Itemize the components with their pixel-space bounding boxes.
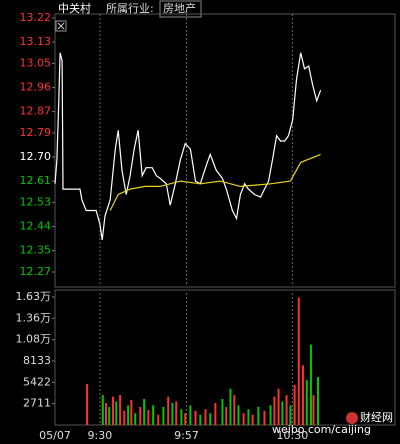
volume-bar — [139, 406, 142, 425]
y-tick-label: 13.05 — [20, 56, 52, 69]
x-tick-label: 9:30 — [88, 429, 113, 442]
volume-frame — [54, 289, 396, 426]
volume-bar — [127, 405, 130, 425]
volume-bar — [263, 410, 266, 425]
volume-bar — [305, 380, 308, 425]
watermark-brand: 财经网 — [360, 410, 393, 424]
y-tick-label: 12.96 — [20, 81, 52, 94]
volume-bar — [221, 399, 224, 425]
volume-bar — [184, 413, 187, 425]
volume-bar — [312, 395, 315, 425]
volume-bar — [115, 401, 118, 425]
volume-bar — [247, 409, 250, 425]
x-tick-label: 05/07 — [39, 429, 71, 442]
y-tick-label: 8133 — [23, 354, 51, 367]
x-tick-label: 10:30 — [277, 429, 309, 442]
y-tick-label: 12.61 — [20, 174, 52, 187]
y-tick-label: 1.36万 — [16, 311, 52, 324]
volume-bar — [199, 414, 202, 425]
volume-bar — [293, 384, 296, 425]
volume-bar — [204, 409, 207, 425]
volume-bar — [214, 402, 217, 425]
volume-bar — [317, 376, 320, 425]
volume-bar — [180, 409, 183, 425]
volume-bar — [251, 414, 254, 425]
y-tick-label: 13.22 — [20, 11, 52, 24]
x-tick-label: 9:57 — [174, 429, 199, 442]
volume-bar — [171, 402, 174, 425]
close-cross — [57, 22, 65, 30]
y-tick-label: 12.35 — [20, 244, 52, 257]
volume-bar — [285, 395, 288, 425]
y-tick-label: 12.70 — [20, 150, 52, 163]
volume-bar — [233, 395, 236, 425]
volume-bar — [277, 388, 280, 425]
y-tick-label: 1.08万 — [16, 333, 52, 346]
price-line — [54, 52, 322, 240]
close-icon[interactable] — [55, 20, 67, 32]
volume-bar — [119, 395, 122, 425]
volume-bar — [242, 413, 245, 425]
y-tick-label: 12.87 — [20, 105, 52, 118]
volume-bar — [175, 401, 178, 425]
industry: 房地产 — [163, 1, 196, 15]
volume-bar — [162, 406, 165, 425]
stock-name: 中关村 — [58, 1, 91, 15]
volume-bar — [167, 396, 170, 425]
y-tick-label: 1.63万 — [16, 290, 52, 303]
volume-bar — [257, 406, 260, 425]
volume-bar — [237, 405, 240, 425]
volume-bar — [105, 402, 107, 425]
y-tick-label: 13.13 — [20, 35, 52, 48]
y-tick-label: 2711 — [23, 397, 51, 410]
y-tick-label: 12.44 — [20, 220, 52, 233]
watermark-icon — [346, 412, 358, 424]
volume-bar — [273, 396, 276, 425]
volume-bar — [209, 413, 212, 425]
y-tick-label: 12.53 — [20, 195, 52, 208]
volume-bar — [123, 410, 126, 425]
volume-bar — [297, 297, 300, 425]
volume-bar — [101, 395, 104, 425]
volume-bar — [225, 406, 228, 425]
volume-bar — [143, 399, 146, 425]
volume-bar — [309, 344, 312, 425]
volume-bar — [289, 405, 292, 425]
volume-bar — [269, 405, 272, 425]
volume-bar — [112, 396, 115, 425]
volume-bar — [301, 365, 304, 425]
price-frame — [54, 13, 396, 288]
volume-bar — [281, 401, 284, 425]
volume-bar — [108, 406, 111, 425]
industry-label: 所属行业: — [106, 2, 154, 15]
volume-bar — [134, 413, 137, 425]
industry-box — [159, 0, 202, 18]
watermark-url: weibo.com/caijing — [272, 423, 371, 436]
price-line — [109, 153, 321, 211]
y-tick-label: 5422 — [23, 375, 51, 388]
volume-bar — [152, 405, 155, 425]
y-tick-label: 12.79 — [20, 126, 52, 139]
volume-bar — [86, 384, 89, 425]
volume-bar — [147, 410, 150, 425]
y-tick-label: 12.27 — [20, 265, 52, 278]
volume-bar — [189, 405, 192, 425]
volume-bar — [194, 410, 197, 425]
volume-bar — [130, 399, 133, 425]
volume-bar — [229, 388, 232, 425]
volume-bar — [157, 414, 160, 425]
